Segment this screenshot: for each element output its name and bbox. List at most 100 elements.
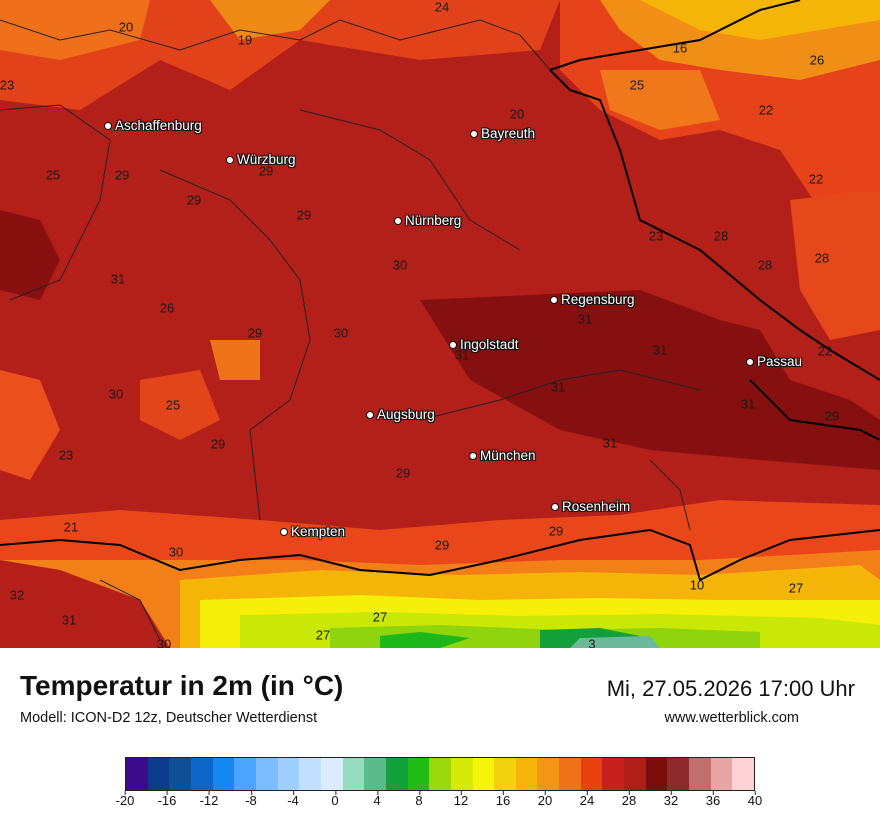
color-scale-segment [277,758,300,790]
color-scale-segment [580,758,603,790]
color-scale-tick-label: -12 [199,791,219,808]
color-scale-segment [429,758,451,790]
temp-label: 31 [652,342,668,358]
city-label: Nürnberg [405,213,462,228]
city-kempten[interactable]: Kempten [280,524,345,539]
temp-label: 30 [168,544,184,560]
color-scale-tick-label: 40 [747,791,763,808]
temp-label: 25 [165,397,181,413]
city-bayreuth[interactable]: Bayreuth [470,126,535,141]
city-label: Rosenheim [562,499,631,514]
color-scale-segment [602,758,625,790]
color-scale-tick-label: 36 [705,791,721,808]
color-scale-ticks: -20 -16 -12 -8 -4 0 4 8 12 16 20 24 28 32 36 40 [116,791,762,817]
color-scale-segment [710,758,733,790]
city-label: Bayreuth [481,126,536,141]
city-wuerzburg[interactable]: Würzburg [226,152,296,167]
temp-label: 26 [159,300,175,316]
city-augsburg[interactable]: Augsburg [366,407,435,422]
color-scale-segment [450,758,473,790]
temp-label: 23 [648,228,664,244]
city-label: München [480,448,536,463]
temp-label: 27 [372,609,388,625]
model-info: Modell: ICON-D2 12z, Deutscher Wetterdie… [20,710,318,726]
color-scale-tick-label: 28 [621,791,637,808]
temp-label: 29 [247,325,263,341]
city-passau[interactable]: Passau [746,354,802,369]
city-label: Regensburg [561,292,635,307]
city-label: Aschaffenburg [115,118,202,133]
city-marker-icon [746,357,754,366]
temp-label: 31 [577,311,593,327]
map-title: Temperatur in 2m (in °C) [20,670,344,701]
color-scale-segment [342,758,365,790]
temp-label: 31 [454,347,470,363]
city-muenchen[interactable]: München [469,448,536,463]
temp-label: 29 [258,163,274,179]
color-scale-tick-label: -20 [115,791,135,808]
color-scale-segment [126,758,148,790]
temp-label: 29 [824,408,840,424]
temp-label: 30 [108,386,124,402]
color-scale-segment [689,758,711,790]
color-scale-segment [147,758,170,790]
temp-label: 30 [156,636,172,649]
city-marker-icon [280,527,288,536]
temp-label: 31 [110,271,126,287]
website-link[interactable]: www.wetterblick.com [664,710,799,726]
color-scale-segment [320,758,343,790]
color-scale-segment [515,758,538,790]
temp-label: 29 [186,192,202,208]
temp-label: 23 [58,447,74,463]
city-ingolstadt[interactable]: Ingolstadt [449,337,519,352]
city-label: Augsburg [377,407,435,422]
color-scale-tick-label: 24 [579,791,595,808]
temp-label: 27 [315,627,331,643]
city-marker-icon [470,129,478,138]
city-label: Ingolstadt [460,337,519,352]
color-scale-tick-label: -4 [287,791,299,808]
color-scale-tick-label: 16 [495,791,511,808]
temp-label: 28 [814,250,830,266]
temp-label: 29 [296,207,312,223]
temp-label: 22 [817,343,833,359]
temp-label: 23 [0,77,15,93]
temp-label: 31 [740,396,756,412]
color-scale-segment [299,758,321,790]
color-scale-bar [125,757,755,791]
color-scale-tick-label: 32 [663,791,679,808]
temp-label: 25 [629,77,645,93]
city-nuernberg[interactable]: Nürnberg [394,213,461,228]
color-scale-segment [385,758,408,790]
temp-label: 29 [114,167,130,183]
temp-label: 20 [509,106,525,122]
temp-label: 27 [788,580,804,596]
color-scale-segment [212,758,235,790]
color-scale-segment [559,758,581,790]
color-scale-segment [645,758,668,790]
temp-label: 19 [237,32,253,48]
city-label: Würzburg [237,152,296,167]
color-scale-tick-label: 4 [373,791,381,808]
city-marker-icon [366,410,374,419]
temp-label: 24 [434,0,450,15]
legend-footer: Temperatur in 2m (in °C) Modell: ICON-D2… [0,648,880,830]
color-scale-segment [494,758,516,790]
city-rosenheim[interactable]: Rosenheim [551,499,630,514]
forecast-datetime: Mi, 27.05.2026 17:00 Uhr [606,676,855,701]
color-scale-segment [624,758,646,790]
city-marker-icon [394,216,402,225]
temp-label: 28 [757,257,773,273]
color-scale-segment [407,758,430,790]
temp-label: 28 [713,228,729,244]
city-marker-icon [449,340,457,349]
color-scale-tick-label: 12 [453,791,469,808]
city-aschaffenburg[interactable]: Aschaffenburg [104,118,202,133]
city-regensburg[interactable]: Regensburg [550,292,635,307]
temp-label: 22 [808,171,824,187]
city-marker-icon [469,451,477,460]
color-scale-segment [364,758,386,790]
temp-label: 31 [61,612,77,628]
color-scale-segment [472,758,495,790]
temp-label: 29 [210,436,226,452]
